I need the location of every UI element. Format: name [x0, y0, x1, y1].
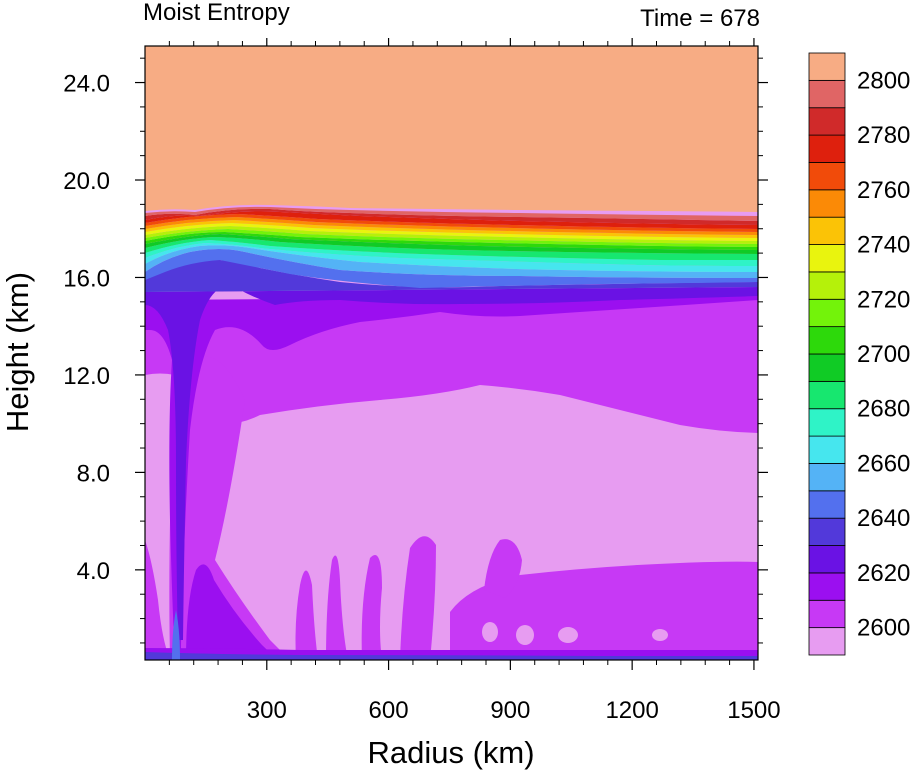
colorbar-swatch [808, 162, 846, 191]
x-tick-label: 300 [247, 697, 287, 724]
chart-subtitle: Time = 678 [640, 5, 760, 32]
colorbar-swatch [808, 216, 846, 245]
colorbar-swatch [808, 572, 846, 601]
colorbar-swatch [808, 463, 846, 492]
colorbar-label: 2620 [857, 560, 910, 587]
colorbar-swatch [808, 107, 846, 136]
patch-low-1 [482, 622, 498, 642]
band-2620-plume-4 [400, 536, 436, 660]
band-2640-lower-core [186, 564, 280, 660]
colorbar-label: 2760 [857, 177, 910, 204]
colorbar-swatch [808, 353, 846, 382]
band-boundary-2 [145, 652, 758, 660]
x-tick-label: 1200 [605, 697, 658, 724]
x-tick-label: 1500 [727, 697, 780, 724]
colorbar-label: 2600 [857, 615, 910, 642]
colorbar-swatch [808, 79, 846, 109]
contour-field [145, 46, 758, 660]
band-2620-plume-1 [295, 570, 318, 660]
colorbar-swatch [808, 545, 846, 574]
x-axis-label: Radius (km) [367, 735, 534, 770]
colorbar-swatch [808, 271, 846, 300]
band-2780 [145, 237, 758, 260]
x-axis: 300 600 900 1200 1500 [168, 38, 781, 724]
colorbar-label: 2640 [857, 505, 910, 532]
patch-low-4 [652, 629, 668, 641]
band-2800 [145, 234, 758, 254]
band-2900 [145, 220, 758, 238]
x-tick-label: 900 [490, 697, 530, 724]
colorbar-swatch [808, 627, 846, 656]
band-above-2800 [145, 46, 758, 212]
band-2920 [145, 217, 758, 235]
y-axis: 4.0 8.0 12.0 16.0 20.0 24.0 [63, 57, 768, 644]
chart-title: Moist Entropy [143, 0, 290, 26]
y-tick-label: 16.0 [63, 265, 110, 292]
band-2700 [145, 249, 758, 288]
colorbar-swatch [808, 408, 846, 437]
band-2720 [145, 245, 758, 278]
colorbar-swatch [808, 189, 846, 218]
colorbar-swatch [808, 490, 846, 519]
band-eye-core [172, 610, 180, 660]
colorbar: 2600 2620 2640 2660 2680 2700 2720 2740 2760 2780… [808, 52, 910, 656]
band-2960 [145, 211, 758, 229]
band-2740 [145, 243, 758, 272]
y-tick-label: 12.0 [63, 363, 110, 390]
y-tick-label: 4.0 [77, 558, 110, 585]
colorbar-label: 2700 [857, 341, 910, 368]
colorbar-label: 2740 [857, 232, 910, 259]
y-tick-label: 8.0 [77, 460, 110, 487]
colorbar-label: 2780 [857, 122, 910, 149]
plot-frame [144, 45, 759, 661]
band-2980 [145, 208, 758, 225]
colorbar-label: 2800 [857, 67, 910, 94]
x-tick-label: 600 [369, 697, 409, 724]
band-2620-eyewall [145, 540, 170, 660]
colorbar-swatch [808, 380, 846, 410]
band-2880 [145, 223, 758, 241]
colorbar-swatch [808, 298, 846, 328]
band-2620-plume-5 [484, 539, 522, 598]
colorbar-label: 2660 [857, 450, 910, 477]
colorbar-label: 2720 [857, 286, 910, 313]
band-2940 [145, 214, 758, 232]
y-axis-label: Height (km) [0, 272, 35, 432]
colorbar-swatch [808, 134, 846, 163]
band-2820 [145, 232, 758, 250]
colorbar-label: 2680 [857, 396, 910, 423]
band-2620-plume-2 [326, 555, 348, 660]
colorbar-swatch [808, 244, 846, 273]
colorbar-swatch [808, 52, 846, 81]
band-2840 [145, 229, 758, 247]
band-2620-plume-3 [361, 554, 382, 660]
band-2640 [145, 296, 758, 660]
patch-low-2 [516, 625, 534, 645]
colorbar-swatch [808, 435, 846, 464]
y-tick-label: 24.0 [63, 71, 110, 98]
band-2680 [145, 257, 758, 292]
y-tick-label: 20.0 [63, 168, 110, 195]
colorbar-swatch [808, 326, 846, 355]
patch-low-3 [558, 627, 578, 643]
colorbar-swatch [808, 599, 846, 629]
band-3000 [145, 206, 758, 221]
band-2760 [145, 240, 758, 266]
colorbar-swatch [808, 517, 846, 546]
band-2860 [145, 226, 758, 244]
